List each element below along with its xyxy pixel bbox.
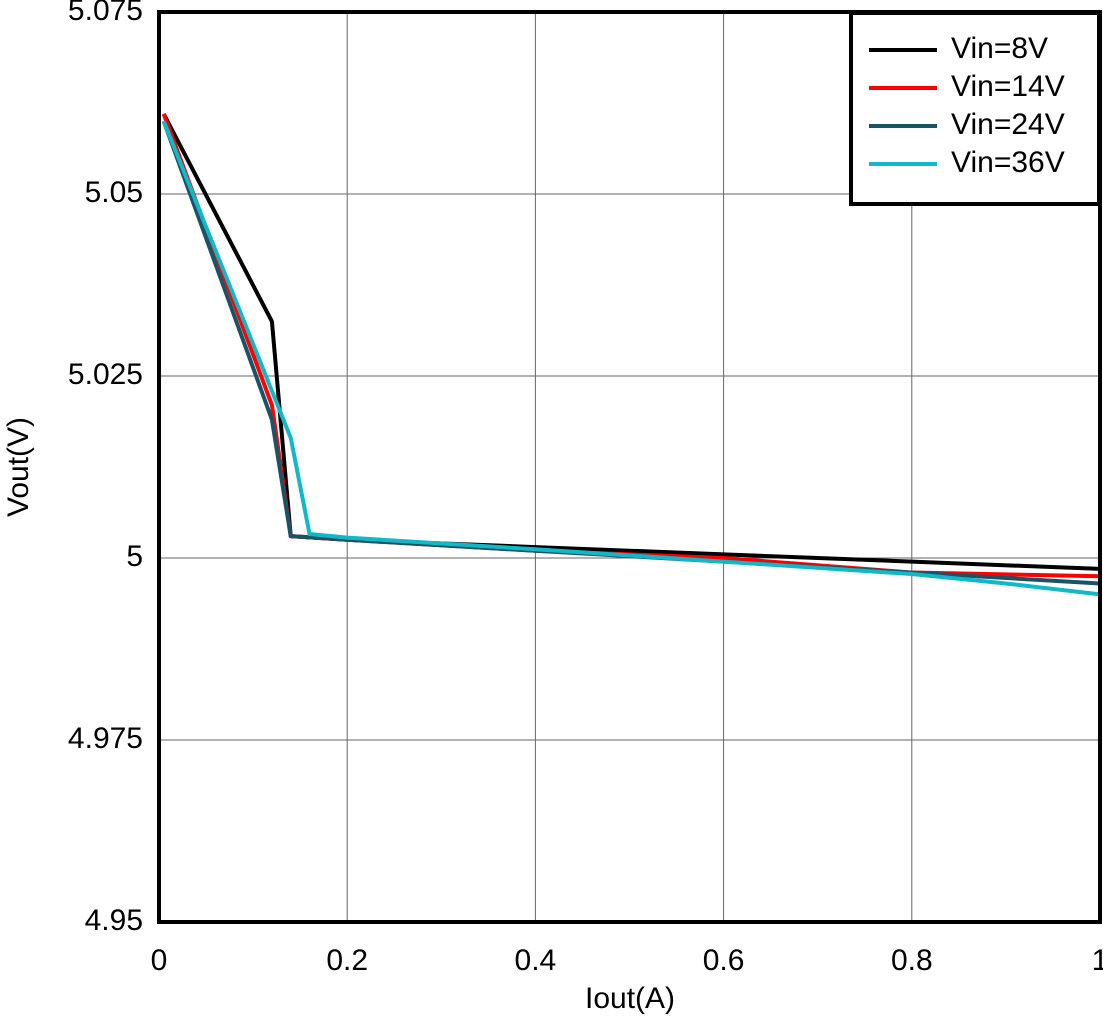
x-axis-label: Iout(A) <box>585 982 675 1015</box>
y-tick-label: 5.075 <box>68 0 143 27</box>
y-tick-label: 4.975 <box>68 722 143 755</box>
x-tick-label: 0 <box>151 944 168 977</box>
x-tick-label: 0.6 <box>703 944 745 977</box>
legend-label: Vin=24V <box>951 108 1065 141</box>
legend-label: Vin=14V <box>951 70 1065 103</box>
x-tick-label: 0.4 <box>515 944 557 977</box>
y-tick-label: 5.05 <box>85 176 143 209</box>
y-tick-label: 5.025 <box>68 358 143 391</box>
y-tick-label: 4.95 <box>85 904 143 937</box>
x-tick-label: 0.2 <box>326 944 368 977</box>
x-tick-label: 0.8 <box>891 944 933 977</box>
x-tick-label: 1 <box>1092 944 1103 977</box>
legend-box <box>849 11 1101 206</box>
y-axis-label: Vout(V) <box>2 417 35 517</box>
legend-label: Vin=36V <box>951 146 1065 179</box>
legend-label: Vin=8V <box>951 32 1048 65</box>
series-line <box>161 120 1101 597</box>
plot-frame <box>157 10 1102 924</box>
y-tick-label: 5 <box>126 540 143 573</box>
